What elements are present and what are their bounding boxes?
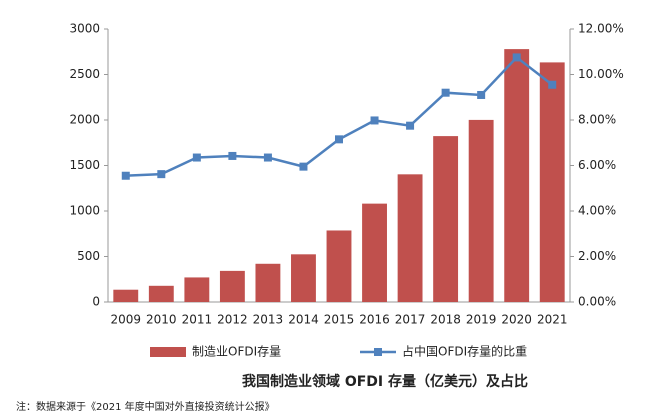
y-tick-label: 1000: [69, 204, 100, 218]
legend-swatch: [150, 347, 186, 357]
x-tick-label: 2016: [359, 313, 390, 327]
bar: [362, 203, 387, 302]
x-tick-label: 2020: [501, 313, 532, 327]
line-marker: [548, 80, 557, 89]
y2-tick-label: 6.00%: [578, 158, 616, 172]
x-tick-label: 2015: [324, 313, 355, 327]
y-tick-label: 1500: [69, 158, 100, 172]
y2-tick-label: 4.00%: [578, 204, 616, 218]
x-tick-label: 2013: [253, 313, 284, 327]
chart-title: 我国制造业领域 OFDI 存量（亿美元）及占比: [242, 373, 528, 390]
bar: [468, 119, 494, 302]
line-marker: [335, 135, 343, 144]
x-tick-label: 2012: [217, 313, 248, 327]
y-tick-label: 3000: [69, 22, 100, 36]
legend-label: 制造业OFDI存量: [192, 345, 281, 359]
x-tick-label: 2010: [146, 313, 177, 327]
y2-tick-label: 8.00%: [578, 113, 616, 127]
line-marker: [512, 53, 521, 62]
x-tick-label: 2021: [537, 313, 568, 327]
x-tick-label: 2019: [466, 313, 497, 327]
y-tick-label: 0: [92, 295, 100, 309]
legend-swatch: [374, 348, 382, 356]
bar: [184, 277, 210, 302]
line-marker: [299, 162, 308, 171]
bar: [397, 174, 423, 302]
line-marker: [157, 170, 166, 179]
y2-tick-label: 10.00%: [578, 67, 624, 81]
bar: [148, 285, 174, 302]
y2-tick-label: 12.00%: [578, 22, 624, 36]
line-marker: [228, 151, 237, 160]
x-tick-label: 2009: [110, 313, 141, 327]
y-tick-label: 500: [77, 249, 100, 263]
legend-label: 占中国OFDI存量的比重: [402, 344, 527, 359]
line-marker: [441, 88, 450, 97]
line-marker: [477, 90, 486, 99]
y-tick-label: 2000: [69, 113, 100, 127]
line-marker: [406, 121, 415, 130]
y2-tick-label: 2.00%: [578, 249, 616, 263]
x-tick-label: 2018: [430, 313, 461, 327]
y2-tick-label: 0.00%: [578, 295, 616, 309]
line-marker: [370, 116, 379, 125]
y-tick-label: 2500: [69, 67, 100, 81]
bar: [326, 230, 352, 302]
line-marker: [192, 153, 201, 162]
x-tick-label: 2017: [395, 313, 426, 327]
bar: [113, 289, 139, 302]
bar: [255, 263, 281, 302]
x-tick-label: 2011: [182, 313, 213, 327]
bar: [433, 136, 459, 302]
source-note: 注：数据来源于《2021 年度中国对外直接投资统计公报》: [16, 400, 275, 413]
line-marker: [263, 153, 272, 162]
bar: [219, 270, 245, 302]
bar: [291, 254, 316, 302]
bar: [539, 62, 565, 302]
x-tick-label: 2014: [288, 313, 319, 327]
bar: [504, 49, 530, 303]
line-marker: [121, 171, 130, 180]
